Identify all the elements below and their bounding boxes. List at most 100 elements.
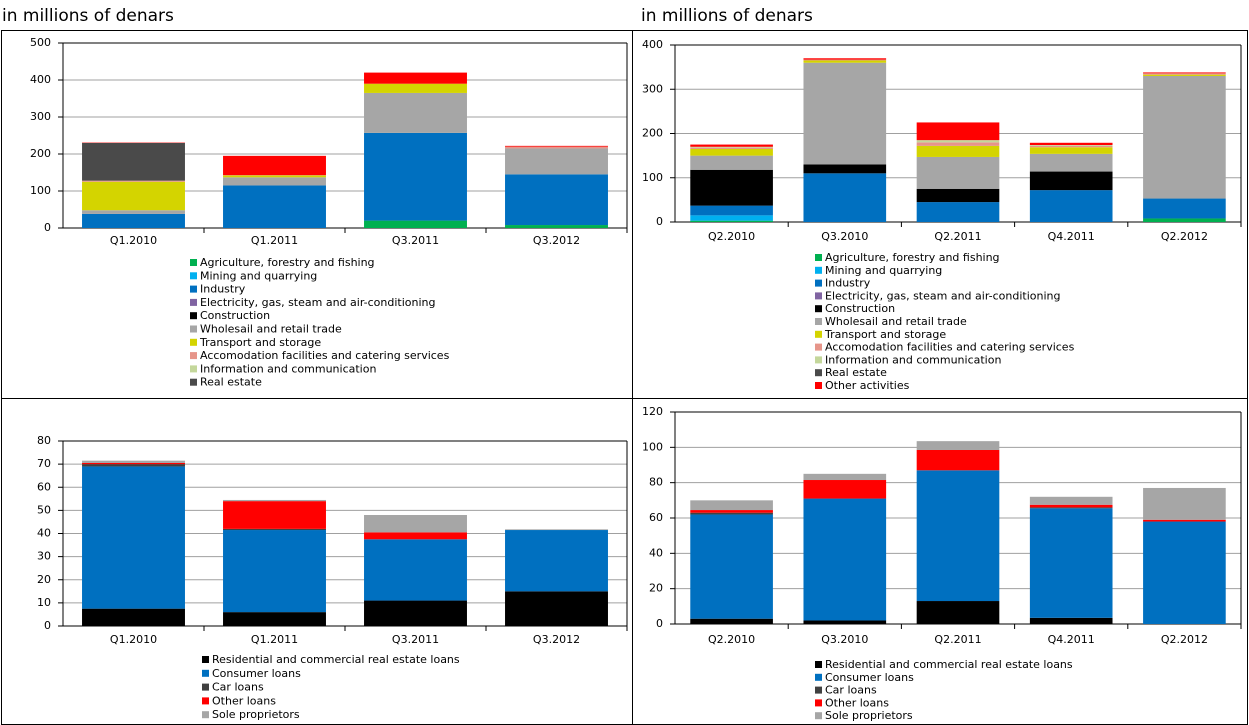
- bar-segment: [916, 601, 1000, 624]
- bar-segment: [690, 220, 773, 222]
- x-tick-label: Q3.2012: [533, 234, 580, 247]
- bar-segment: [916, 140, 1000, 143]
- legend-swatch: [815, 356, 822, 364]
- legend-swatch: [202, 656, 209, 663]
- bar-segment: [803, 60, 887, 63]
- bar-segment: [916, 145, 1000, 157]
- y-tick-label: 0: [656, 215, 663, 228]
- legend-swatch: [815, 673, 822, 681]
- bar-segment: [1029, 153, 1113, 172]
- bar-segment: [690, 215, 773, 221]
- legend-label: Sole proprietors: [212, 708, 300, 721]
- bar-segment: [223, 499, 326, 502]
- bar-segment: [82, 180, 185, 182]
- y-tick-label: 200: [642, 127, 663, 140]
- bar-segment: [223, 155, 326, 176]
- bar-segment: [690, 147, 773, 149]
- bar-segment: [223, 530, 326, 613]
- unit-label: in millions of denars: [2, 6, 174, 26]
- bar-segment: [803, 480, 887, 499]
- bar-segment: [916, 188, 1000, 203]
- legend-swatch: [815, 266, 822, 274]
- x-tick-label: Q3.2010: [821, 230, 868, 243]
- y-tick-label: 80: [37, 434, 51, 447]
- bar-segment: [82, 460, 185, 463]
- x-tick-label: Q2.2010: [708, 633, 755, 646]
- bar-segment: [364, 539, 467, 601]
- x-tick-label: Q3.2012: [533, 633, 580, 646]
- y-tick-label: 0: [656, 617, 663, 630]
- legend-swatch: [190, 298, 197, 306]
- legend-label: Electricity, gas, steam and air-conditio…: [200, 296, 436, 309]
- bar-segment: [1029, 147, 1113, 154]
- legend-swatch: [202, 669, 209, 677]
- y-tick-label: 0: [44, 619, 51, 632]
- bar-segment: [364, 600, 467, 626]
- bar-segment: [690, 205, 773, 216]
- bar-segment: [505, 145, 608, 147]
- legend-label: Other activities: [825, 379, 910, 392]
- bar-segment: [690, 144, 773, 147]
- legend-label: Car loans: [825, 684, 877, 697]
- legend-label: Transport and storage: [199, 336, 321, 349]
- bar-segment: [803, 62, 887, 165]
- y-tick-label: 10: [37, 596, 51, 609]
- legend-swatch: [190, 285, 197, 293]
- bar-segment: [505, 146, 608, 149]
- bar-segment: [364, 532, 467, 540]
- x-tick-label: Q1.2011: [251, 234, 298, 247]
- legend-label: Agriculture, forestry and fishing: [200, 256, 375, 269]
- y-tick-label: 400: [30, 73, 51, 86]
- legend-swatch: [815, 305, 822, 313]
- x-tick-label: Q4.2011: [1048, 633, 1095, 646]
- bar-segment: [803, 59, 887, 61]
- y-tick-label: 60: [649, 511, 663, 524]
- legend-swatch: [202, 697, 209, 705]
- legend-swatch: [815, 382, 822, 389]
- bar-segment: [1143, 218, 1226, 222]
- bar-segment: [1143, 198, 1226, 219]
- bar-segment: [223, 185, 326, 228]
- bar-segment: [364, 220, 467, 228]
- legend-swatch: [815, 279, 822, 287]
- legend-label: Real estate: [825, 366, 887, 379]
- bar-segment: [690, 510, 773, 513]
- x-tick-label: Q2.2011: [934, 633, 981, 646]
- bar-segment: [505, 225, 608, 228]
- legend-swatch: [815, 330, 822, 338]
- bar-segment: [82, 213, 185, 228]
- bar-segment: [1029, 496, 1113, 505]
- bar-segment: [916, 470, 1000, 602]
- y-tick-label: 400: [642, 38, 663, 51]
- bar-segment: [690, 148, 773, 156]
- x-tick-label: Q3.2010: [821, 633, 868, 646]
- legend-label: Wholesail and retail trade: [200, 323, 342, 336]
- y-tick-label: 20: [37, 573, 51, 586]
- bar-segment: [1029, 617, 1113, 624]
- bar-segment: [803, 498, 887, 621]
- unit-label: in millions of denars: [641, 6, 813, 26]
- legend-swatch: [190, 312, 197, 320]
- y-tick-label: 0: [44, 221, 51, 234]
- y-tick-label: 60: [37, 480, 51, 493]
- x-tick-label: Q3.2011: [392, 234, 439, 247]
- y-tick-label: 80: [649, 476, 663, 489]
- y-tick-label: 70: [37, 457, 51, 470]
- y-tick-label: 200: [30, 147, 51, 160]
- y-tick-label: 120: [642, 405, 663, 418]
- legend-label: Electricity, gas, steam and air-conditio…: [825, 289, 1061, 302]
- y-tick-label: 100: [642, 440, 663, 453]
- legend-label: Other loans: [825, 696, 889, 709]
- bar-segment: [1143, 487, 1226, 520]
- bar-segment: [223, 175, 326, 178]
- y-tick-label: 20: [649, 582, 663, 595]
- bar-segment: [82, 466, 185, 609]
- bar-segment: [505, 529, 608, 531]
- legend-swatch: [190, 352, 197, 360]
- bar-segment: [505, 174, 608, 226]
- legend-swatch: [815, 699, 822, 707]
- bar-segment: [916, 156, 1000, 189]
- legend-label: Car loans: [212, 681, 264, 694]
- legend-swatch: [815, 318, 822, 325]
- legend-label: Agriculture, forestry and fishing: [825, 251, 1000, 264]
